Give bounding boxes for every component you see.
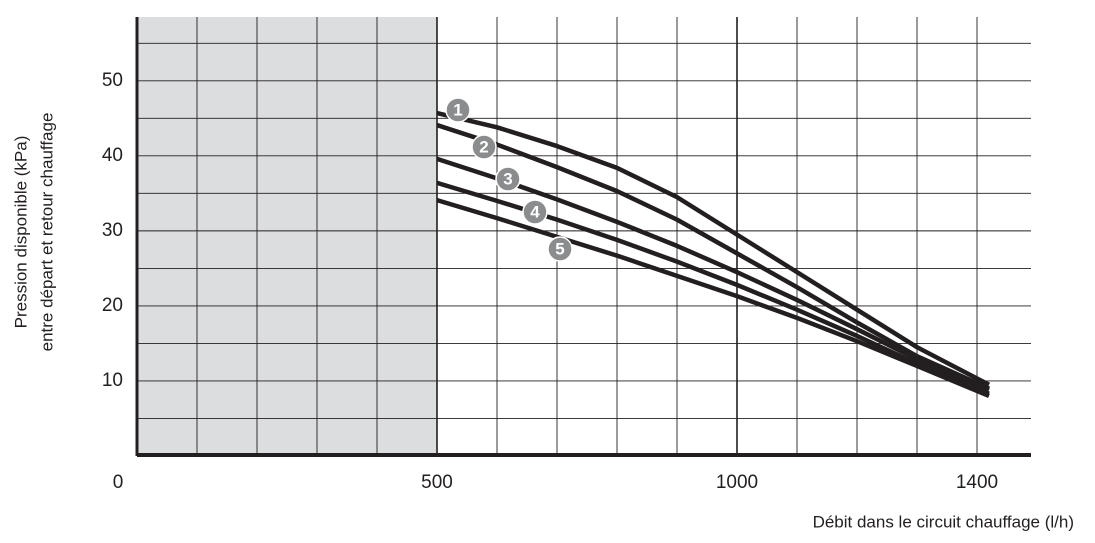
series-label: 3 xyxy=(503,169,512,188)
series-line xyxy=(436,156,990,393)
series-marker xyxy=(445,97,471,123)
series-marker xyxy=(547,236,573,262)
x-tick-label: 1400 xyxy=(956,472,998,493)
series-line xyxy=(436,122,990,391)
shaded-region xyxy=(137,17,437,456)
x-tick-label: 0 xyxy=(113,472,124,493)
series-marker xyxy=(522,199,548,225)
y-tick-label: 40 xyxy=(102,145,123,166)
y-tick-label: 20 xyxy=(102,295,123,316)
y-tick-label: 50 xyxy=(102,70,123,91)
series-line xyxy=(436,197,990,399)
series-label: 4 xyxy=(530,202,540,221)
series-label: 5 xyxy=(555,239,564,258)
y-axis-title: entre départ et retour chauffage xyxy=(37,113,56,352)
x-tick-label: 1000 xyxy=(716,472,758,493)
series-label: 2 xyxy=(479,137,488,156)
series-marker xyxy=(471,134,497,160)
series-marker xyxy=(495,166,521,192)
series-line xyxy=(436,110,991,387)
y-axis-title: Pression disponible (kPa) xyxy=(11,136,30,329)
series-label: 1 xyxy=(453,100,462,119)
y-tick-label: 30 xyxy=(102,220,123,241)
x-tick-label: 500 xyxy=(421,472,453,493)
x-axis-title: Débit dans le circuit chauffage (l/h) xyxy=(813,512,1074,531)
y-tick-label: 10 xyxy=(102,370,123,391)
